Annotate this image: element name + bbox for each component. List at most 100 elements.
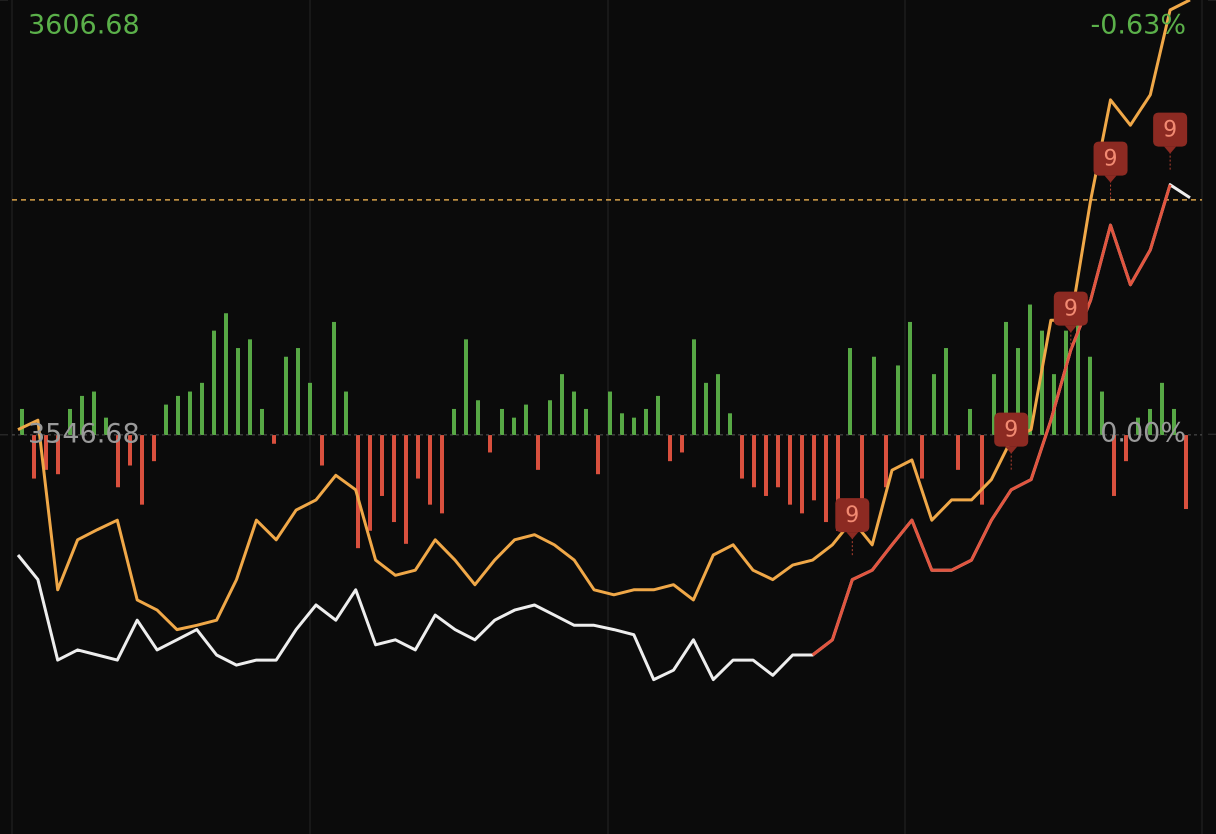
volume-bar [752, 435, 756, 488]
annotation: 9 [835, 498, 870, 556]
volume-bar [860, 435, 864, 514]
volume-bar [644, 408, 648, 436]
volume-bar [596, 435, 600, 475]
series-line [17, 0, 1191, 632]
volume-bar [836, 435, 840, 531]
volume-bar [284, 356, 288, 436]
bars [20, 304, 1188, 549]
volume-bar [716, 374, 720, 436]
volume-bar [824, 435, 828, 523]
annotation-badge [1153, 112, 1188, 147]
volume-bar [380, 435, 384, 496]
annotation-pointer [1164, 146, 1177, 154]
volume-bar [452, 408, 456, 436]
annotation-pointer [1104, 175, 1117, 183]
volume-bar [632, 417, 636, 436]
volume-bar [740, 435, 744, 479]
volume-bar [32, 435, 36, 479]
volume-bar [248, 339, 252, 436]
volume-bar [224, 313, 228, 436]
volume-bar [656, 395, 660, 436]
volume-bar [1184, 435, 1188, 510]
volume-bar [260, 408, 264, 436]
volume-bar [1040, 330, 1044, 436]
volume-bar [524, 404, 528, 436]
volume-bar [992, 374, 996, 436]
volume-bar [80, 395, 84, 436]
volume-bar [1088, 356, 1092, 436]
volume-bar [896, 365, 900, 436]
y2-tick-label: 0.00% [1100, 418, 1186, 449]
volume-bar [272, 435, 276, 444]
volume-bar [1076, 313, 1080, 436]
volume-bar [392, 435, 396, 523]
volume-bar [92, 391, 96, 436]
volume-bar [320, 435, 324, 466]
annotation: 9 [1053, 291, 1088, 349]
volume-bar [956, 435, 960, 470]
annotation-badge [1093, 141, 1128, 176]
volume-bar [620, 413, 624, 436]
volume-bar [848, 348, 852, 436]
volume-bar [368, 435, 372, 531]
y-tick-label: 3606.68 [28, 10, 140, 41]
volume-bar [1028, 304, 1032, 436]
volume-bar [1100, 391, 1104, 436]
annotation: 9 [994, 412, 1029, 470]
volume-bar [440, 435, 444, 514]
volume-bar [176, 395, 180, 436]
volume-bar [356, 435, 360, 549]
volume-bar [296, 348, 300, 436]
volume-bar [152, 435, 156, 462]
volume-bar [680, 435, 684, 453]
annotation: 9 [1093, 141, 1128, 199]
volume-bar [488, 435, 492, 453]
volume-bar [764, 435, 768, 496]
volume-bar [512, 417, 516, 436]
volume-bar [116, 435, 120, 488]
volume-bar [200, 382, 204, 436]
volume-bar [500, 408, 504, 436]
annotation-pointer [1005, 446, 1018, 454]
volume-bar [164, 404, 168, 436]
volume-bar [920, 435, 924, 479]
volume-bar [908, 321, 912, 436]
volume-bar [1124, 435, 1128, 462]
series-line [811, 184, 1172, 657]
annotation-badge [1053, 291, 1088, 326]
volume-bar [140, 435, 144, 505]
volume-bar [728, 413, 732, 436]
volume-bar [1004, 321, 1008, 436]
annotation-badge [994, 412, 1029, 447]
volume-bar [332, 321, 336, 436]
volume-bar [608, 391, 612, 436]
volume-bar [188, 391, 192, 436]
annotation-badge [835, 498, 870, 533]
volume-bar [44, 435, 48, 470]
volume-bar [1016, 348, 1020, 436]
volume-bar [548, 400, 552, 436]
volume-bar [980, 435, 984, 505]
annotation: 9 [1153, 112, 1188, 170]
volume-bar [788, 435, 792, 505]
volume-bar [572, 391, 576, 436]
lines [16, 0, 1191, 682]
volume-bar [776, 435, 780, 488]
annotation-label: 9 [1104, 147, 1118, 172]
volume-bar [1112, 435, 1116, 496]
volume-bar [812, 435, 816, 501]
volume-bar [404, 435, 408, 544]
volume-bar [416, 435, 420, 479]
volume-bar [944, 348, 948, 436]
volume-bar [428, 435, 432, 505]
volume-bar [1172, 408, 1176, 436]
volume-bar [1160, 382, 1164, 436]
volume-bar [884, 435, 888, 488]
volume-bar [1136, 417, 1140, 436]
volume-bar [692, 339, 696, 436]
volume-bar [668, 435, 672, 462]
y2-tick-label: -0.63% [1090, 10, 1186, 41]
volume-bar [1148, 408, 1152, 436]
